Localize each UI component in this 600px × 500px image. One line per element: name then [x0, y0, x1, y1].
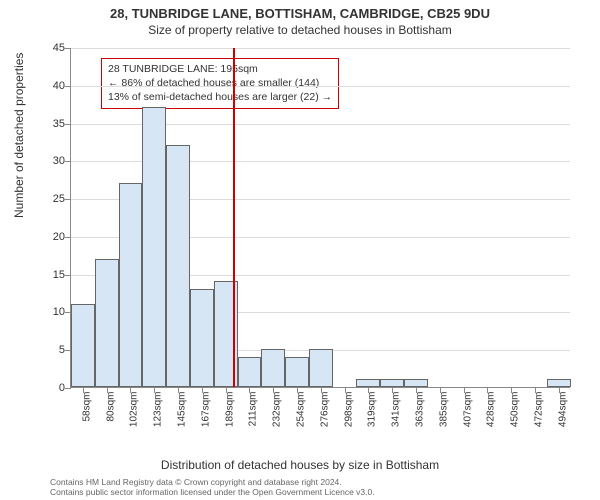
histogram-bar	[261, 349, 285, 387]
y-tick-label: 15	[35, 269, 65, 281]
x-tick-label: 102sqm	[129, 392, 140, 428]
x-tick-label: 363sqm	[415, 392, 426, 428]
histogram-bar	[547, 379, 571, 387]
chart-container: 28 TUNBRIDGE LANE: 195sqm ← 86% of detac…	[50, 48, 570, 418]
histogram-bar	[380, 379, 404, 387]
x-tick-label: 450sqm	[510, 392, 521, 428]
y-tick-label: 20	[35, 231, 65, 243]
x-axis-label: Distribution of detached houses by size …	[0, 458, 600, 472]
y-tick	[65, 237, 71, 238]
y-tick	[65, 48, 71, 49]
x-tick-label: 58sqm	[81, 392, 92, 422]
x-tick-label: 80sqm	[105, 392, 116, 422]
x-tick-label: 472sqm	[534, 392, 545, 428]
chart-title: 28, TUNBRIDGE LANE, BOTTISHAM, CAMBRIDGE…	[0, 0, 600, 21]
x-tick-label: 385sqm	[438, 392, 449, 428]
y-tick-label: 10	[35, 306, 65, 318]
x-tick-label: 407sqm	[462, 392, 473, 428]
histogram-bar	[71, 304, 95, 387]
x-tick-label: 428sqm	[486, 392, 497, 428]
x-tick-label: 189sqm	[224, 392, 235, 428]
x-tick-label: 276sqm	[319, 392, 330, 428]
y-tick	[65, 124, 71, 125]
legend-line-3: 13% of semi-detached houses are larger (…	[108, 90, 332, 104]
x-tick-label: 319sqm	[367, 392, 378, 428]
x-tick-label: 298sqm	[343, 392, 354, 428]
footer-attribution: Contains HM Land Registry data © Crown c…	[50, 478, 375, 498]
y-tick-label: 30	[35, 155, 65, 167]
reference-line	[233, 48, 235, 387]
y-tick	[65, 86, 71, 87]
x-tick-label: 494sqm	[557, 392, 568, 428]
y-tick-label: 35	[35, 118, 65, 130]
histogram-bar	[404, 379, 428, 387]
histogram-bar	[285, 357, 309, 387]
y-tick	[65, 161, 71, 162]
histogram-bar	[119, 183, 142, 387]
grid-line	[71, 48, 570, 49]
histogram-bar	[238, 357, 261, 387]
x-tick-label: 254sqm	[296, 392, 307, 428]
x-tick-label: 123sqm	[153, 392, 164, 428]
footer-line-2: Contains public sector information licen…	[50, 488, 375, 498]
histogram-bar	[166, 145, 190, 387]
y-tick-label: 45	[35, 42, 65, 54]
chart-subtitle: Size of property relative to detached ho…	[0, 21, 600, 37]
y-tick	[65, 388, 71, 389]
y-tick	[65, 275, 71, 276]
legend-box: 28 TUNBRIDGE LANE: 195sqm ← 86% of detac…	[101, 58, 339, 109]
x-tick-label: 232sqm	[272, 392, 283, 428]
legend-line-1: 28 TUNBRIDGE LANE: 195sqm	[108, 62, 332, 76]
plot-area: 28 TUNBRIDGE LANE: 195sqm ← 86% of detac…	[70, 48, 570, 388]
x-tick-label: 211sqm	[248, 392, 259, 427]
x-tick-label: 341sqm	[391, 392, 402, 428]
y-tick-label: 0	[35, 382, 65, 394]
histogram-bar	[309, 349, 333, 387]
histogram-bar	[190, 289, 214, 387]
y-tick-label: 5	[35, 344, 65, 356]
y-tick-label: 25	[35, 193, 65, 205]
y-tick	[65, 199, 71, 200]
x-tick-label: 167sqm	[200, 392, 211, 428]
y-tick-label: 40	[35, 80, 65, 92]
x-tick-label: 145sqm	[177, 392, 188, 428]
histogram-bar	[142, 107, 166, 387]
legend-line-2: ← 86% of detached houses are smaller (14…	[108, 76, 332, 90]
histogram-bar	[356, 379, 380, 387]
grid-line	[71, 86, 570, 87]
y-axis-label: Number of detached properties	[12, 53, 26, 218]
histogram-bar	[95, 259, 119, 387]
